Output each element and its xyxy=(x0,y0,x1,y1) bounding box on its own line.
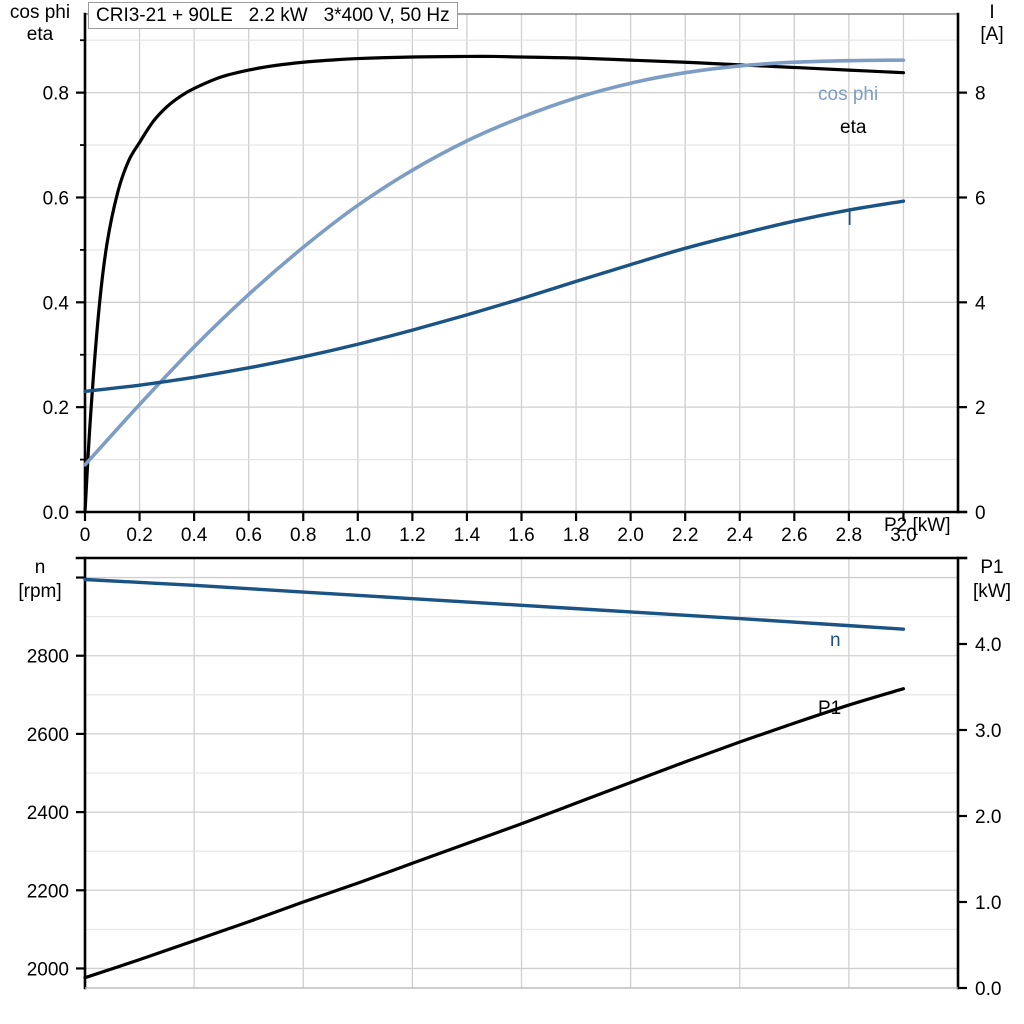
tick-label: 0.6 xyxy=(235,525,261,546)
series-label-cos-phi: cos phi xyxy=(818,84,879,105)
top-x-axis-title: P2 [kW] xyxy=(884,515,951,536)
series-curve-P1 xyxy=(83,687,906,980)
tick-label: 3.0 xyxy=(890,525,916,546)
bottom-chart-tick-labels: 2000 2200 2400 2600 2800 0.0 1.0 2.0 3.0 4.0 xyxy=(27,635,1002,1000)
top-left-axis-title-line1: cos phi xyxy=(9,2,71,23)
top-left-axis-title: cos phi eta xyxy=(0,2,80,46)
tick-label: 2400 xyxy=(27,803,69,824)
series-label-power: P1 xyxy=(818,698,842,719)
tick-label: 2.6 xyxy=(781,525,807,546)
tick-label: 1.0 xyxy=(345,525,371,546)
chart-title-box: CRI3-21 + 90LE 2.2 kW 3*400 V, 50 Hz xyxy=(88,2,458,29)
bottom-chart-axes xyxy=(75,556,968,990)
tick-label: 0.4 xyxy=(181,525,208,546)
top-right-axis-title: I [A] xyxy=(962,2,1022,46)
tick-label: 0.0 xyxy=(975,979,1001,1000)
tick-label: 2.4 xyxy=(727,525,754,546)
tick-label: 2.0 xyxy=(975,807,1001,828)
tick-label: 0.8 xyxy=(290,525,316,546)
bottom-right-axis-title: P1 [kW] xyxy=(960,556,1024,604)
series-label-eta: eta xyxy=(840,117,867,138)
bottom-left-axis-title-line2: [rpm] xyxy=(18,581,62,602)
bottom-chart-ticks xyxy=(76,556,967,990)
tick-label: 3.0 xyxy=(975,721,1001,742)
tick-label: 8 xyxy=(975,84,986,105)
tick-label: 6 xyxy=(975,188,986,209)
tick-label: 4.0 xyxy=(975,635,1001,656)
tick-label: 2.0 xyxy=(617,525,643,546)
tick-label: 2.2 xyxy=(672,525,698,546)
top-chart-tick-labels: 0.0 0.2 0.4 0.6 0.8 0 2 4 6 8 0 0.2 0.4 0.6 0.8 1.0 1.2 1… xyxy=(43,84,986,546)
bottom-chart-panel: 2000 2200 2400 2600 2800 0.0 1.0 2.0 3.0 4.0 n [r… xyxy=(0,548,1024,1024)
tick-label: 1.8 xyxy=(563,525,589,546)
series-curve-I xyxy=(83,199,906,394)
tick-label: 0.0 xyxy=(43,503,69,524)
series-label-speed: n xyxy=(830,630,841,651)
top-right-axis-title-line2: [A] xyxy=(980,24,1004,45)
bottom-left-axis-title-line1: n xyxy=(34,557,46,578)
top-right-axis-title-line1: I xyxy=(989,2,995,23)
tick-label: 0.4 xyxy=(43,293,70,314)
bottom-chart-svg: 2000 2200 2400 2600 2800 0.0 1.0 2.0 3.0 4.0 xyxy=(27,556,1002,1000)
tick-label: 2 xyxy=(975,398,986,419)
bottom-chart-gridlines xyxy=(84,558,959,988)
tick-label: 2000 xyxy=(27,959,69,980)
bottom-right-axis-title-line2: [kW] xyxy=(973,581,1011,602)
series-curve-cos-phi xyxy=(83,58,906,467)
series-curve-n xyxy=(83,577,906,631)
tick-label: 1.0 xyxy=(975,893,1001,914)
bottom-chart-curves xyxy=(83,577,906,980)
tick-label: 2600 xyxy=(27,725,69,746)
top-left-axis-title-line2: eta xyxy=(26,24,54,45)
tick-label: 0.6 xyxy=(43,188,69,209)
top-chart-panel: 0.0 0.2 0.4 0.6 0.8 0 2 4 6 8 0 0.2 0.4 0.6 0.8 1.0 1.2 1… xyxy=(0,2,1022,546)
tick-label: 0.8 xyxy=(43,84,69,105)
tick-label: 1.2 xyxy=(399,525,425,546)
top-chart-ticks xyxy=(76,39,967,521)
top-chart-svg: 0.0 0.2 0.4 0.6 0.8 0 2 4 6 8 0 0.2 0.4 0.6 0.8 1.0 1.2 1… xyxy=(43,12,986,546)
tick-label: 1.6 xyxy=(508,525,534,546)
tick-label: 1.4 xyxy=(454,525,481,546)
bottom-right-axis-title-line1: P1 xyxy=(980,557,1004,578)
bottom-left-axis-title: n [rpm] xyxy=(0,556,80,604)
tick-label: 0 xyxy=(80,525,91,546)
top-chart-curves xyxy=(83,54,906,514)
series-label-current: I xyxy=(847,209,853,230)
chart-title-text: CRI3-21 + 90LE 2.2 kW 3*400 V, 50 Hz xyxy=(96,4,450,26)
tick-label: 0.2 xyxy=(126,525,152,546)
series-curve-eta xyxy=(83,54,906,514)
tick-label: 4 xyxy=(975,293,986,314)
tick-label: 0.2 xyxy=(43,398,69,419)
tick-label: 0 xyxy=(975,503,986,524)
tick-label: 2800 xyxy=(27,647,69,668)
tick-label: 2.8 xyxy=(836,525,862,546)
tick-label: 2200 xyxy=(27,881,69,902)
